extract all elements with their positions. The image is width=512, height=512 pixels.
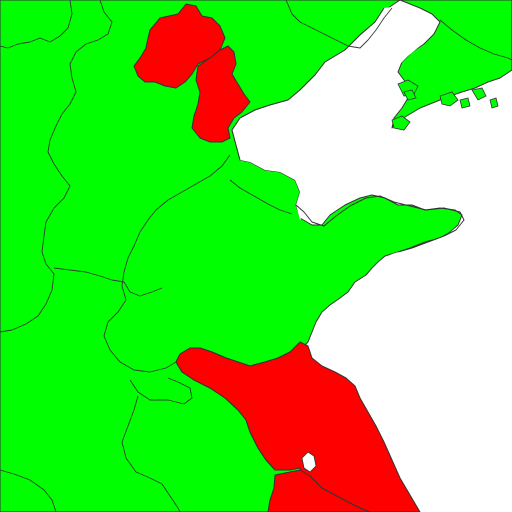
border-hebei-shanxi <box>0 0 113 333</box>
border-henan-west <box>0 469 57 512</box>
region-jiangsu[interactable] <box>175 341 421 512</box>
island-6 <box>391 115 411 131</box>
border-hebei-shandong <box>103 154 231 373</box>
border-liaoning-east <box>439 19 512 61</box>
region-tianjin[interactable] <box>191 45 251 143</box>
border-anhui-south <box>121 395 181 512</box>
island-7 <box>403 89 417 101</box>
region-beijing[interactable] <box>133 3 226 89</box>
lake-hongze <box>301 451 317 473</box>
island-4 <box>459 97 471 109</box>
island-2 <box>439 91 459 107</box>
bohai-sea <box>232 6 436 220</box>
island-3 <box>471 87 487 101</box>
border-hebei-west <box>0 0 73 49</box>
coast-bohai <box>231 7 385 161</box>
region-liaoning[interactable] <box>391 0 512 129</box>
coast-shandong-north <box>295 195 465 253</box>
border-henan-north <box>53 267 163 297</box>
border-anhui <box>129 377 193 405</box>
yellow-sea <box>308 200 512 512</box>
region-shanghai[interactable] <box>267 469 371 512</box>
island-5 <box>489 97 499 109</box>
border-shandong-inner <box>229 179 293 215</box>
border-liaoning-north <box>285 0 393 49</box>
